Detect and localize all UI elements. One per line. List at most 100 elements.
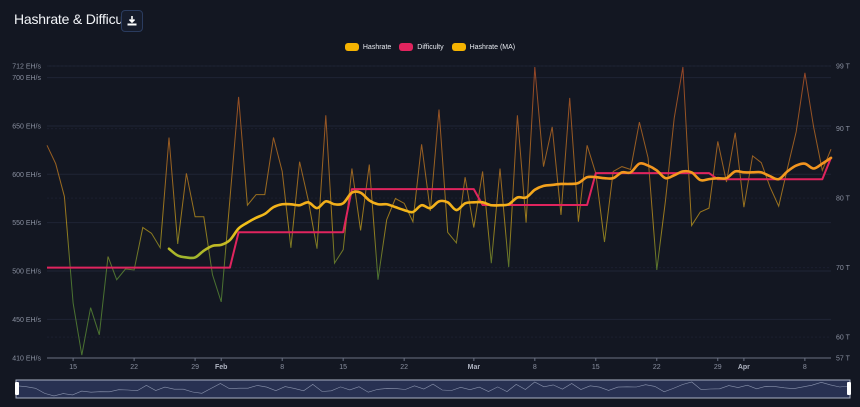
- legend-item-hashrate-ma[interactable]: Hashrate (MA): [451, 43, 515, 51]
- hashrate-ma-point: [446, 201, 449, 204]
- legend-item-difficulty[interactable]: Difficulty: [399, 43, 444, 51]
- y-left-tick-label: 650 EH/s: [12, 123, 41, 130]
- legend-swatch-difficulty: [399, 43, 414, 51]
- hashrate-point: [185, 172, 188, 175]
- hashrate-ma-point: [655, 169, 658, 172]
- y-left-tick-label: 450 EH/s: [12, 317, 41, 324]
- legend-swatch-hashrate: [344, 43, 359, 51]
- hashrate-ma-point: [725, 177, 728, 180]
- hashrate-ma-point: [612, 177, 615, 180]
- hashrate-ma-point: [281, 203, 284, 206]
- x-tick-label: 22: [400, 364, 408, 371]
- navigator-handle-right[interactable]: [847, 382, 851, 395]
- hashrate-point: [690, 224, 693, 227]
- hashrate-point: [403, 202, 406, 205]
- hashrate-ma-point: [202, 249, 205, 252]
- hashrate-point: [281, 170, 284, 173]
- hashrate-point: [255, 193, 258, 196]
- hashrate-ma-point: [438, 200, 441, 203]
- hashrate-point: [263, 193, 266, 196]
- hashrate-ma-point: [769, 175, 772, 178]
- hashrate-ma-point: [568, 182, 571, 185]
- hashrate-point: [638, 121, 641, 124]
- hashrate-ma-point: [516, 196, 519, 199]
- hashrate-point: [89, 306, 92, 309]
- hashrate-point: [769, 185, 772, 188]
- hashrate-point: [438, 108, 441, 111]
- hashrate-point: [333, 262, 336, 265]
- hashrate-ma-point: [551, 183, 554, 186]
- range-navigator[interactable]: [15, 379, 851, 399]
- hashrate-ma-point: [629, 171, 632, 174]
- hashrate-ma-point: [411, 211, 414, 214]
- hashrate-point: [316, 247, 319, 250]
- hashrate-ma-point: [359, 191, 362, 194]
- hashrate-point: [681, 65, 684, 68]
- download-button[interactable]: [121, 10, 143, 32]
- hashrate-ma-point: [316, 207, 319, 210]
- hashrate-point: [786, 167, 789, 170]
- hashrate-point: [664, 199, 667, 202]
- difficulty-point: [708, 172, 711, 175]
- hashrate-ma-point: [708, 178, 711, 181]
- hashrate-point: [350, 167, 353, 170]
- hashrate-line: [46, 66, 832, 356]
- hashrate-point: [159, 246, 162, 249]
- hashrate-point: [760, 161, 763, 164]
- hashrate-point: [751, 154, 754, 157]
- y-right-tick-label: 80 T: [836, 196, 851, 203]
- hashrate-point: [498, 167, 501, 170]
- hashrate-ma-point: [368, 199, 371, 202]
- hashrate-ma-point: [481, 201, 484, 204]
- navigator-handle-left[interactable]: [15, 382, 19, 395]
- hashrate-point: [655, 269, 658, 272]
- hashrate-point: [673, 117, 676, 120]
- hashrate-point: [394, 197, 397, 200]
- hashrate-ma-point: [272, 206, 275, 209]
- y-left-tick-label: 410 EH/s: [12, 356, 41, 363]
- hashrate-point: [106, 255, 109, 258]
- legend-item-hashrate[interactable]: Hashrate: [344, 43, 391, 51]
- hashrate-ma-point: [394, 206, 397, 209]
- hashrate-ma-point: [403, 209, 406, 212]
- hashrate-point: [455, 241, 458, 244]
- hashrate-ma-point: [185, 256, 188, 259]
- hashrate-ma-line: [167, 156, 833, 260]
- hashrate-point: [63, 195, 66, 198]
- hashrate-point: [795, 130, 798, 133]
- hashrate-point: [80, 354, 83, 357]
- hashrate-ma-point: [211, 244, 214, 247]
- hashrate-ma-point: [333, 203, 336, 206]
- hashrate-ma-point: [350, 191, 353, 194]
- hashrate-ma-point: [533, 188, 536, 191]
- hashrate-ma-point: [377, 203, 380, 206]
- hashrate-point: [525, 221, 528, 224]
- hashrate-point: [542, 165, 545, 168]
- hashrate-ma-point: [620, 171, 623, 174]
- hashrate-ma-point: [255, 216, 258, 219]
- navigator-window[interactable]: [15, 379, 851, 399]
- hashrate-ma-point: [385, 203, 388, 206]
- hashrate-point: [141, 226, 144, 229]
- difficulty-point: [228, 266, 231, 269]
- y-left-tick-label: 500 EH/s: [12, 268, 41, 275]
- hashrate-point: [72, 301, 75, 304]
- hashrate-point: [490, 262, 493, 265]
- hashrate-ma-point: [673, 174, 676, 177]
- hashrate-point: [150, 232, 153, 235]
- hashrate-ma-point: [490, 204, 493, 207]
- y-right-tick-label: 60 T: [836, 335, 851, 342]
- hashrate-point: [629, 168, 632, 171]
- hashrate-point: [359, 229, 362, 232]
- chart-title: Hashrate & Difficulty: [14, 11, 137, 27]
- hashrate-point: [298, 160, 301, 163]
- hashrate-point: [289, 246, 292, 249]
- y-left-tick-label: 550 EH/s: [12, 220, 41, 227]
- difficulty-point: [342, 231, 345, 234]
- hashrate-ma-point: [786, 170, 789, 173]
- hashrate-ma-point: [803, 162, 806, 165]
- hashrate-point: [734, 131, 737, 134]
- hashrate-ma-point: [263, 212, 266, 215]
- hashrate-point: [342, 248, 345, 251]
